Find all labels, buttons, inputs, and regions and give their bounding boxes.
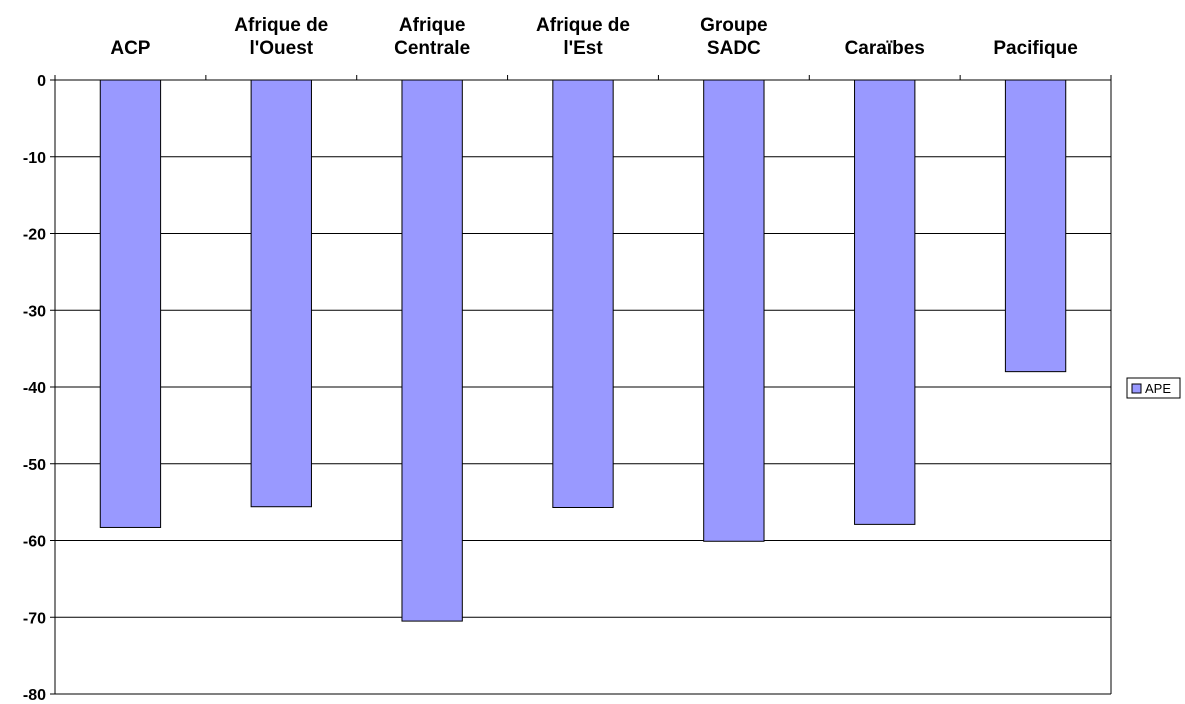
y-axis: 0 -10 -20 -30 -40 -50 -60 -70 -80	[23, 73, 1112, 704]
category-label-line: Centrale	[394, 38, 470, 59]
y-tick-label: -50	[23, 457, 46, 474]
y-tick-label: -10	[23, 150, 46, 167]
bar-6	[1004, 79, 1067, 373]
bars	[99, 79, 1067, 622]
category-label: Groupe SADC	[700, 15, 768, 59]
category-label: Caraïbes	[845, 38, 925, 59]
category-label-line: SADC	[707, 38, 761, 59]
bar-3	[552, 79, 614, 508]
category-label-line: Afrique	[399, 15, 466, 36]
bar-1	[250, 79, 312, 508]
bar-5	[854, 79, 916, 525]
category-label-line: l'Est	[563, 38, 603, 59]
y-tick-label: -80	[23, 687, 46, 704]
category-label: Afrique de l'Ouest	[234, 15, 328, 59]
category-label-line: l'Ouest	[249, 38, 313, 59]
category-label-line: ACP	[110, 38, 150, 59]
category-label: ACP	[110, 38, 150, 59]
category-label: Afrique de l'Est	[536, 15, 630, 59]
y-tick-label: -20	[23, 227, 46, 244]
y-tick-label: -70	[23, 610, 46, 627]
x-axis	[54, 75, 1112, 81]
y-tick-label: -30	[23, 303, 46, 320]
legend-swatch	[1131, 383, 1142, 394]
category-label-line: Caraïbes	[845, 38, 925, 59]
category-label-line: Pacifique	[993, 38, 1077, 59]
y-tick-label: 0	[37, 73, 46, 90]
bar-0	[99, 79, 162, 528]
bar-4	[703, 79, 765, 542]
category-label: Afrique Centrale	[394, 15, 470, 59]
category-label: Pacifique	[993, 38, 1077, 59]
y-tick-label: -60	[23, 534, 46, 551]
category-label-line: Afrique de	[536, 15, 630, 36]
y-tick-label: -40	[23, 380, 46, 397]
legend: APE	[1126, 377, 1181, 399]
category-label-line: Groupe	[700, 15, 768, 36]
legend-label: APE	[1145, 381, 1171, 396]
category-label-line: Afrique de	[234, 15, 328, 36]
bar-2	[401, 79, 463, 622]
